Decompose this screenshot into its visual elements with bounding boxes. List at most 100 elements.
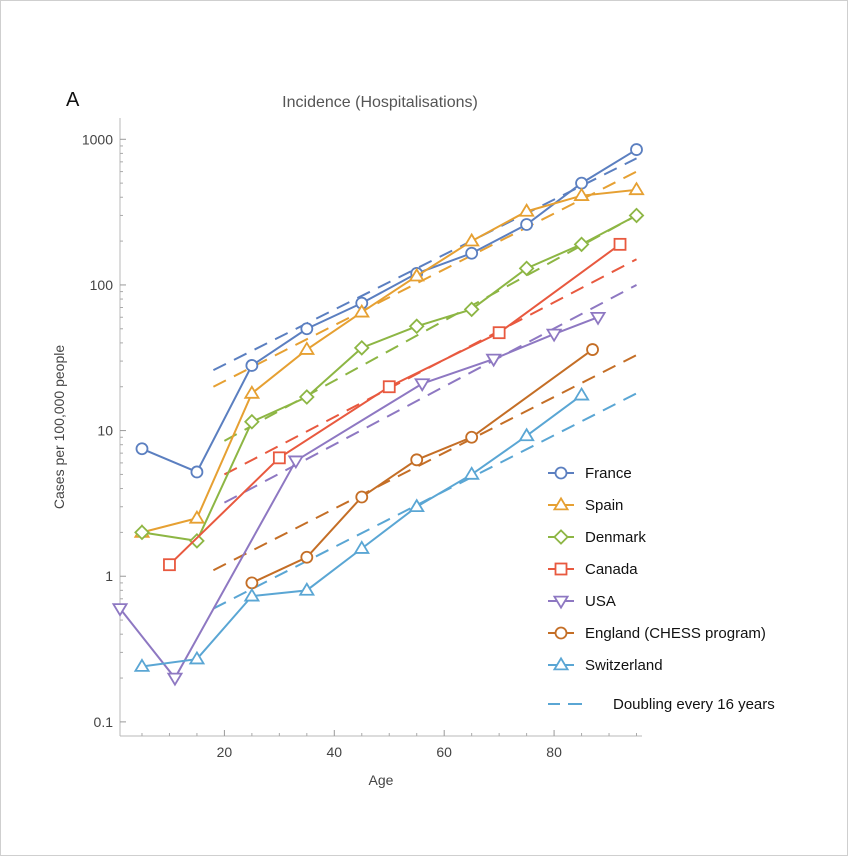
series-switzerland: [133, 386, 590, 672]
series-line: [141, 188, 637, 534]
data-point: [628, 181, 645, 196]
series-denmark: [134, 207, 645, 549]
legend-item: Spain: [548, 496, 623, 514]
data-point: [298, 389, 315, 405]
data-point: [353, 339, 370, 356]
data-point: [353, 303, 370, 318]
data-point: [575, 176, 588, 190]
legend-item: Denmark: [548, 529, 646, 546]
fit-line: [212, 354, 637, 572]
x-tick-label: 20: [217, 744, 233, 760]
chart-title: Incidence (Hospitalisations): [282, 94, 478, 111]
data-point: [272, 451, 286, 465]
data-point: [300, 322, 314, 336]
legend-label: England (CHESS program): [585, 625, 766, 642]
data-point: [133, 658, 151, 672]
x-tick-label: 40: [327, 744, 343, 760]
fit-line: [212, 170, 637, 388]
data-point: [245, 576, 259, 590]
x-ticks: 20 40 60 80: [141, 730, 638, 760]
legend-item: USA: [548, 593, 616, 610]
x-tick-label: 80: [546, 744, 562, 760]
legend-label: Canada: [585, 561, 638, 578]
legend-label: Denmark: [585, 529, 646, 546]
data-point: [485, 353, 502, 368]
series-line: [141, 214, 637, 542]
legend-label: Switzerland: [585, 657, 663, 674]
data-point: [166, 672, 184, 687]
data-point: [573, 386, 590, 401]
series-usa: [111, 311, 607, 687]
legend: France Spain Denmark Canada USA England (CHES…: [548, 465, 775, 713]
data-point: [135, 442, 149, 456]
series-line: [251, 348, 594, 584]
y-tick-label: 0.1: [94, 714, 114, 730]
data-point: [613, 237, 627, 251]
legend-item: Canada: [548, 561, 638, 578]
legend-label: USA: [585, 593, 616, 610]
series-lines: [111, 143, 645, 687]
legend-item: France: [548, 465, 632, 482]
data-point: [408, 318, 425, 335]
legend-marker: [552, 595, 570, 610]
legend-marker: [554, 466, 568, 480]
data-point: [245, 359, 259, 372]
data-point: [465, 246, 479, 260]
data-point: [586, 343, 599, 356]
data-point: [408, 498, 425, 513]
data-point: [518, 203, 535, 217]
legend-label: Spain: [585, 497, 623, 514]
data-point: [244, 413, 260, 430]
data-point: [463, 301, 480, 318]
data-point: [463, 232, 480, 247]
legend-marker: [554, 626, 568, 640]
data-point: [189, 532, 205, 549]
data-point: [463, 466, 480, 480]
data-point: [465, 430, 479, 444]
legend-label: Doubling every 16 years: [613, 696, 775, 713]
legend-label: France: [585, 465, 632, 482]
panel-label: A: [66, 89, 80, 111]
y-tick-label: 10: [97, 423, 113, 439]
data-point: [353, 540, 370, 554]
data-point: [410, 453, 424, 467]
legend-item: Doubling every 16 years: [548, 696, 775, 713]
y-tick-label: 1: [105, 568, 113, 584]
data-point: [163, 558, 176, 572]
legend-marker: [552, 656, 570, 671]
data-point: [111, 603, 129, 617]
x-tick-label: 60: [436, 744, 452, 760]
legend-marker: [552, 496, 570, 511]
x-axis-label: Age: [369, 772, 394, 788]
plot-area: [120, 118, 642, 736]
legend-marker: [553, 529, 569, 545]
data-point: [628, 207, 645, 224]
legend-item: England (CHESS program): [548, 625, 766, 642]
data-point: [520, 218, 534, 231]
data-point: [243, 385, 261, 399]
data-point: [298, 582, 316, 596]
y-ticks: 0.1 1 10 100 1000: [82, 131, 126, 730]
data-point: [188, 509, 206, 524]
series-england-chess-program: [245, 343, 599, 590]
legend-marker: [554, 562, 568, 576]
data-point: [355, 490, 369, 504]
data-point: [134, 524, 150, 541]
data-point: [573, 187, 590, 201]
data-point: [589, 311, 607, 326]
data-point: [518, 427, 535, 442]
data-point: [243, 587, 261, 602]
y-axis-label: Cases per 100,000 people: [51, 345, 67, 509]
data-point: [630, 143, 643, 156]
series-canada: [163, 237, 627, 572]
data-point: [573, 236, 590, 253]
data-point: [408, 267, 425, 282]
legend-item: Switzerland: [548, 656, 663, 674]
data-point: [298, 341, 316, 355]
axes: [119, 118, 642, 737]
y-tick-label: 1000: [82, 131, 113, 147]
data-point: [287, 455, 305, 470]
y-tick-label: 100: [90, 277, 114, 293]
